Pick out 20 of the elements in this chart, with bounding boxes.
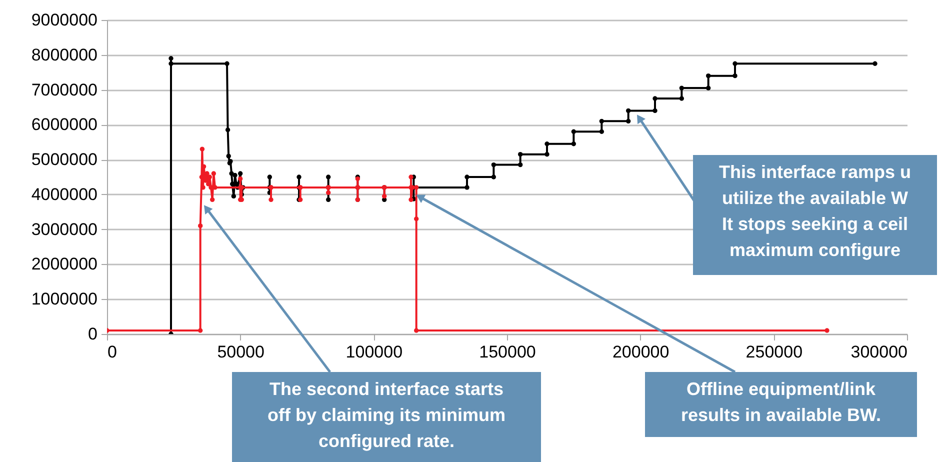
y-tick-label: 9000000: [31, 10, 98, 30]
y-tick-label: 6000000: [31, 115, 98, 134]
x-tick-label: 200000: [612, 342, 670, 362]
y-tick-label: 4000000: [31, 184, 98, 204]
x-tick-label: 100000: [346, 342, 403, 362]
y-tick-label: 7000000: [31, 80, 98, 100]
y-tick-label: 0: [88, 324, 98, 344]
y-tick-label: 3000000: [31, 220, 98, 239]
x-tick-label: 150000: [479, 342, 536, 362]
x-tick-label: 50000: [217, 342, 264, 362]
y-tick-label: 1000000: [31, 290, 98, 309]
annotation: This interface ramps u utilize the available W It stops seeking a ceil maximum configure: [718, 162, 912, 260]
x-tick-label: 300000: [850, 342, 908, 362]
y-tick-label: 8000000: [31, 45, 98, 64]
x-tick-label: 250000: [746, 342, 803, 362]
x-tick-label: 0: [108, 342, 117, 362]
y-tick-label: 2000000: [31, 254, 98, 274]
annotation: Offline equipment/link results in available BW.: [680, 379, 882, 425]
annotation: The second interface starts off by claiming its minimum configured rate.: [267, 379, 506, 451]
y-tick-label: 5000000: [31, 150, 98, 170]
